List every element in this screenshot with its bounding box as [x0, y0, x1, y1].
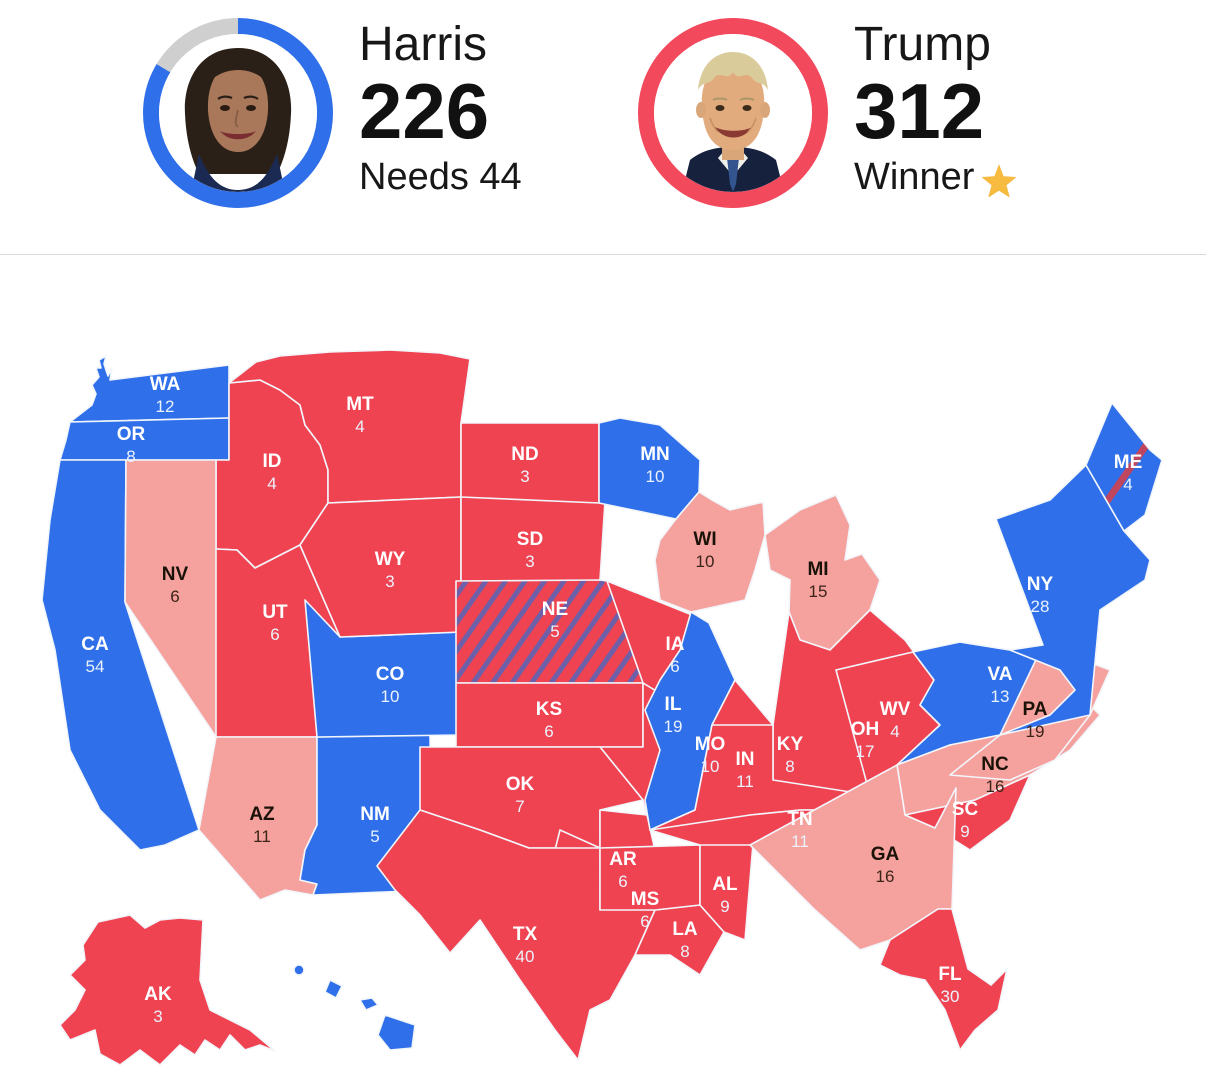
svg-text:PA: PA	[1023, 699, 1048, 720]
svg-text:12: 12	[156, 397, 175, 416]
svg-text:3: 3	[525, 552, 534, 571]
svg-text:4: 4	[267, 474, 276, 493]
svg-text:28: 28	[1031, 597, 1050, 616]
svg-text:3: 3	[520, 467, 529, 486]
svg-text:VA: VA	[988, 664, 1013, 685]
svg-text:LA: LA	[672, 919, 698, 940]
svg-text:ID: ID	[263, 451, 282, 472]
svg-text:AZ: AZ	[249, 804, 275, 825]
svg-text:IA: IA	[666, 634, 685, 655]
svg-text:11: 11	[791, 832, 809, 851]
svg-text:IL: IL	[665, 694, 682, 715]
svg-text:NC: NC	[981, 754, 1009, 775]
svg-text:OH: OH	[851, 719, 880, 740]
svg-text:19: 19	[1026, 722, 1045, 741]
svg-text:FL: FL	[938, 964, 962, 985]
svg-text:ND: ND	[511, 444, 538, 465]
svg-text:NE: NE	[542, 599, 568, 620]
svg-text:NY: NY	[1027, 574, 1054, 595]
svg-text:10: 10	[701, 757, 720, 776]
svg-text:6: 6	[618, 872, 627, 891]
svg-text:8: 8	[126, 447, 135, 466]
svg-text:7: 7	[515, 797, 524, 816]
svg-text:OR: OR	[117, 424, 146, 445]
svg-text:OK: OK	[506, 774, 535, 795]
svg-text:9: 9	[960, 822, 969, 841]
svg-text:10: 10	[696, 552, 715, 571]
svg-text:3: 3	[153, 1007, 162, 1026]
svg-text:5: 5	[370, 827, 379, 846]
svg-text:10: 10	[381, 687, 400, 706]
svg-text:4: 4	[1123, 475, 1132, 494]
svg-text:WA: WA	[150, 374, 181, 395]
svg-text:TX: TX	[513, 924, 538, 945]
svg-text:16: 16	[986, 777, 1005, 796]
svg-text:TN: TN	[787, 809, 812, 830]
svg-text:6: 6	[270, 625, 279, 644]
svg-text:6: 6	[170, 587, 179, 606]
svg-text:ME: ME	[1114, 452, 1143, 473]
svg-text:WY: WY	[375, 549, 406, 570]
svg-text:3: 3	[385, 572, 394, 591]
svg-text:6: 6	[544, 722, 553, 741]
svg-text:CO: CO	[376, 664, 405, 685]
svg-text:NV: NV	[162, 564, 189, 585]
svg-text:AR: AR	[609, 849, 637, 870]
svg-text:4: 4	[355, 417, 364, 436]
svg-text:MI: MI	[807, 559, 828, 580]
svg-text:NM: NM	[360, 804, 390, 825]
svg-text:17: 17	[856, 742, 875, 761]
svg-text:MS: MS	[631, 889, 660, 910]
svg-text:54: 54	[86, 657, 105, 676]
svg-text:13: 13	[991, 687, 1010, 706]
svg-text:IN: IN	[736, 749, 755, 770]
svg-text:11: 11	[253, 827, 271, 846]
svg-text:CA: CA	[81, 634, 109, 655]
svg-text:30: 30	[941, 987, 960, 1006]
svg-text:MT: MT	[346, 394, 374, 415]
svg-text:40: 40	[516, 947, 535, 966]
svg-text:WI: WI	[693, 529, 716, 550]
svg-text:10: 10	[646, 467, 665, 486]
svg-text:8: 8	[680, 942, 689, 961]
svg-text:KS: KS	[536, 699, 562, 720]
svg-text:6: 6	[670, 657, 679, 676]
svg-text:16: 16	[876, 867, 895, 886]
svg-text:MO: MO	[695, 734, 726, 755]
svg-text:19: 19	[664, 717, 683, 736]
svg-text:15: 15	[809, 582, 828, 601]
svg-text:GA: GA	[871, 844, 900, 865]
svg-text:4: 4	[890, 722, 899, 741]
svg-text:8: 8	[785, 757, 794, 776]
svg-text:MN: MN	[640, 444, 670, 465]
svg-text:UT: UT	[262, 602, 288, 623]
svg-text:KY: KY	[777, 734, 804, 755]
svg-text:AL: AL	[712, 874, 738, 895]
svg-text:SD: SD	[517, 529, 543, 550]
svg-text:6: 6	[640, 912, 649, 931]
svg-text:9: 9	[720, 897, 729, 916]
svg-text:5: 5	[550, 622, 559, 641]
svg-text:AK: AK	[144, 984, 172, 1005]
svg-text:WV: WV	[880, 699, 911, 720]
svg-text:11: 11	[736, 772, 754, 791]
svg-text:SC: SC	[952, 799, 979, 820]
